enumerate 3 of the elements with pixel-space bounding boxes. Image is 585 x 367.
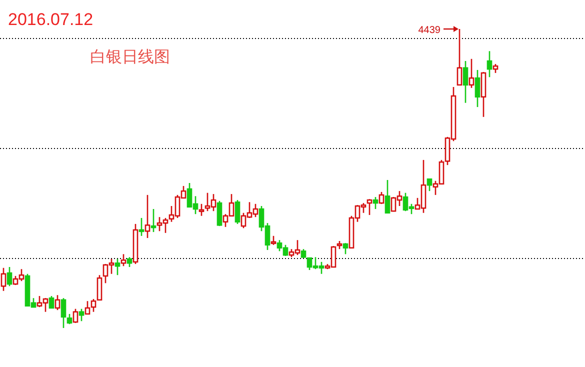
annotation: 4439 [418, 25, 441, 36]
chart-title: 2016.07.12 [8, 10, 94, 29]
text: 白银日线图 [90, 48, 170, 66]
